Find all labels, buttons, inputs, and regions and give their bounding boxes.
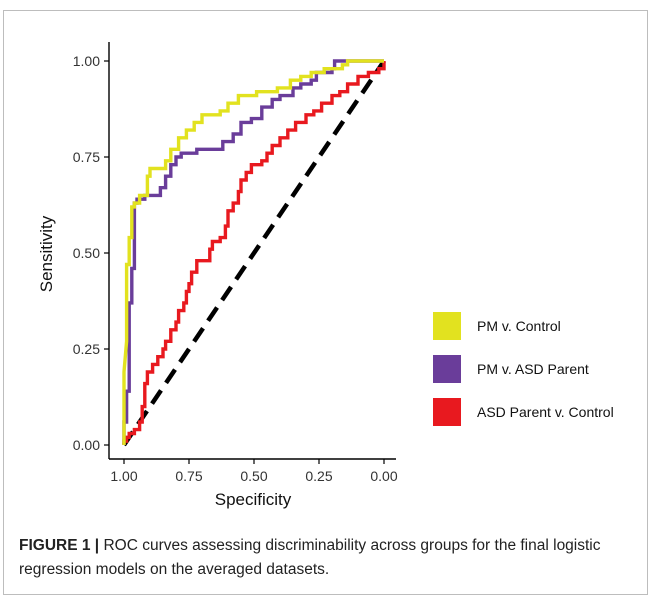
axes bbox=[108, 42, 396, 460]
reference-diagonal-line bbox=[122, 59, 386, 447]
legend-label: ASD Parent v. Control bbox=[477, 404, 614, 420]
roc-line-pm-v-asd-parent bbox=[122, 59, 384, 445]
legend-swatch bbox=[433, 355, 461, 383]
roc-lines bbox=[122, 59, 386, 447]
y-axis-title: Sensitivity bbox=[37, 215, 56, 292]
legend: PM v. Control PM v. ASD Parent ASD Parent … bbox=[433, 312, 614, 426]
y-tick-label: 0.50 bbox=[73, 245, 100, 261]
y-tick-label: 0.75 bbox=[73, 149, 100, 165]
figure-frame bbox=[3, 10, 648, 595]
x-tick-label: 0.50 bbox=[240, 468, 267, 484]
x-tick-label: 1.00 bbox=[110, 468, 137, 484]
figure-caption: FIGURE 1 | ROC curves assessing discrimi… bbox=[19, 534, 639, 582]
ticks: 0.00 0.25 0.50 0.75 1.00 1.00 0.75 0.50 0.25 0.00 bbox=[73, 53, 398, 484]
caption-text: ROC curves assessing discriminability ac… bbox=[19, 537, 601, 578]
legend-swatch bbox=[433, 398, 461, 426]
legend-label: PM v. Control bbox=[477, 318, 561, 334]
roc-line-asd-parent-v-control bbox=[122, 61, 386, 445]
x-tick-label: 0.25 bbox=[305, 468, 332, 484]
y-tick-label: 0.25 bbox=[73, 341, 100, 357]
figure-separator: | bbox=[94, 537, 100, 554]
roc-chart: 0.000.250.500.751.001.00 0.75 0.50 0.25 0.00… bbox=[37, 42, 614, 509]
x-tick-label: 0.00 bbox=[370, 468, 397, 484]
roc-line-pm-v-control bbox=[122, 59, 384, 445]
x-axis-title: Specificity bbox=[215, 490, 292, 509]
legend-label: PM v. ASD Parent bbox=[477, 361, 589, 377]
y-tick-label: 0.00 bbox=[73, 437, 100, 453]
y-tick-label: 1.00 bbox=[73, 53, 100, 69]
x-tick-label: 0.75 bbox=[175, 468, 202, 484]
legend-swatch bbox=[433, 312, 461, 340]
figure-label: FIGURE 1 bbox=[19, 537, 91, 554]
